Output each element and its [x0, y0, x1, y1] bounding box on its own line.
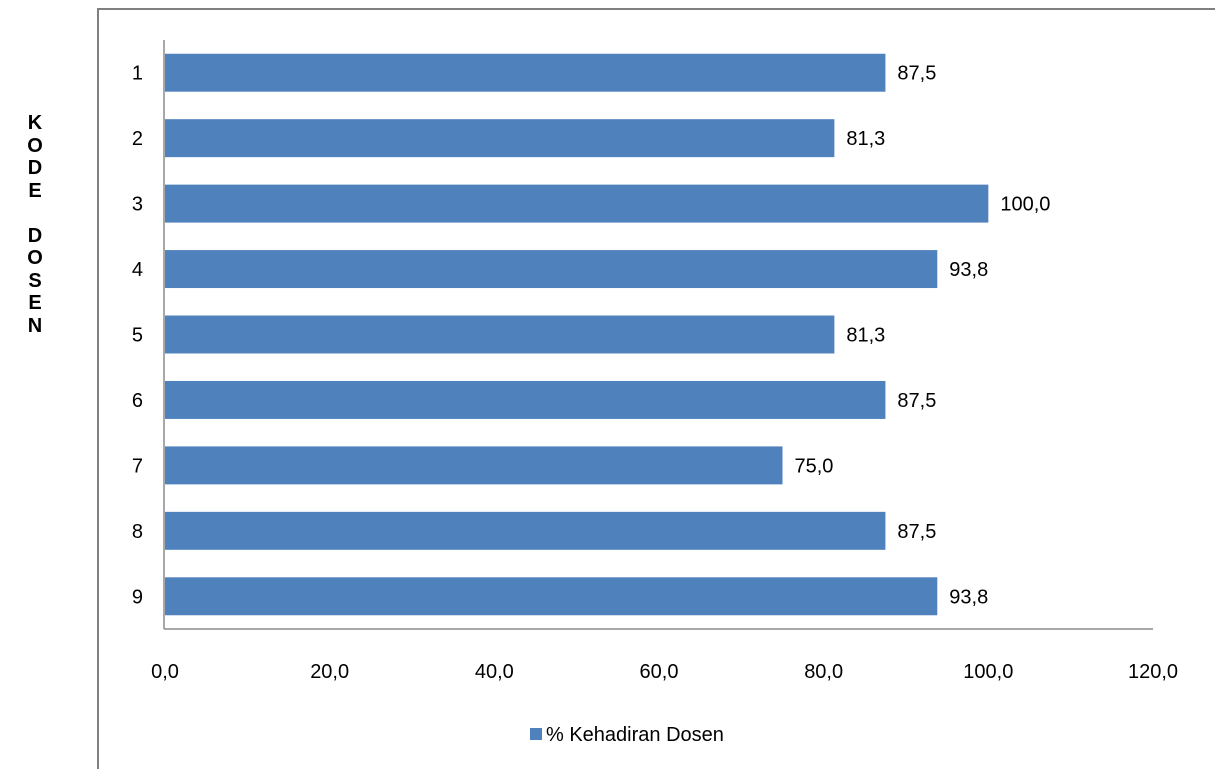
category-label-8: 8 [132, 521, 143, 543]
data-label-4: 93,8 [949, 259, 988, 281]
category-label-9: 9 [132, 586, 143, 608]
category-label-5: 5 [132, 325, 143, 347]
x-tick-label: 100,0 [963, 661, 1013, 683]
x-tick-label: 40,0 [475, 661, 514, 683]
bar-8 [165, 511, 886, 550]
bar-3 [165, 184, 989, 223]
bars-group [165, 53, 989, 616]
category-label-7: 7 [132, 455, 143, 477]
x-tick-label: 120,0 [1128, 661, 1178, 683]
axes-group [163, 40, 1153, 630]
x-tick-label: 20,0 [310, 661, 349, 683]
bar-2 [165, 119, 835, 158]
y-axis-label: K O D E D O S E N [27, 112, 43, 337]
bar-9 [165, 577, 938, 616]
category-label-4: 4 [132, 259, 143, 281]
x-tick-label: 0,0 [151, 661, 179, 683]
data-label-9: 93,8 [949, 586, 988, 608]
bar-4 [165, 250, 938, 289]
data-label-3: 100,0 [1000, 194, 1050, 216]
x-tick-label: 60,0 [640, 661, 679, 683]
bar-7 [165, 446, 783, 485]
legend: % Kehadiran Dosen [530, 724, 724, 746]
category-label-2: 2 [132, 128, 143, 150]
bar-5 [165, 315, 835, 354]
data-label-2: 81,3 [846, 128, 885, 150]
bar-1 [165, 53, 886, 92]
x-tick-label: 80,0 [804, 661, 843, 683]
legend-swatch [530, 728, 542, 740]
data-label-8: 87,5 [897, 521, 936, 543]
data-label-1: 87,5 [897, 63, 936, 85]
data-label-6: 87,5 [897, 390, 936, 412]
category-label-3: 3 [132, 194, 143, 216]
category-label-1: 1 [132, 63, 143, 85]
category-label-6: 6 [132, 390, 143, 412]
chart-area-border [97, 8, 1215, 769]
bar-6 [165, 380, 886, 419]
labels-group: 87,5 1 81,3 2 100,0 3 93,8 4 81,3 5 87,5 6 75,0 7 87,5… [132, 63, 1178, 683]
data-label-7: 75,0 [795, 455, 834, 477]
data-label-5: 81,3 [846, 325, 885, 347]
legend-label: % Kehadiran Dosen [546, 724, 724, 746]
